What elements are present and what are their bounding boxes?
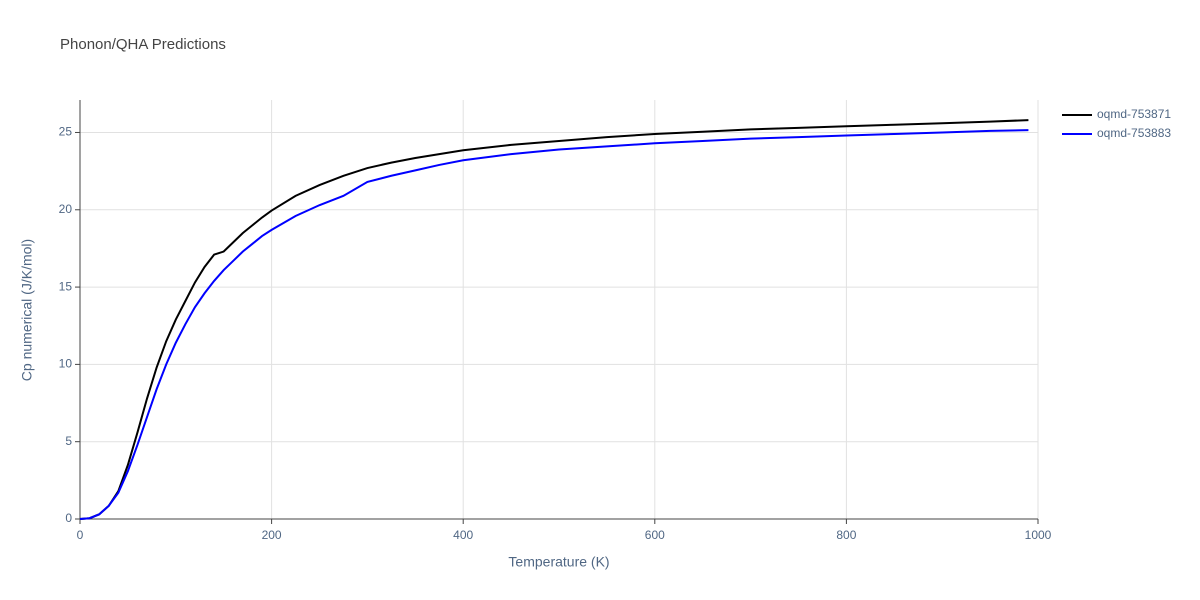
- y-tick-label: 10: [59, 357, 73, 371]
- y-tick-label: 15: [59, 279, 73, 293]
- x-tick-label: 200: [262, 528, 282, 542]
- chart-title: Phonon/QHA Predictions: [60, 36, 226, 53]
- y-axis-title: Cp numerical (J/K/mol): [19, 239, 35, 381]
- legend-label: oqmd-753871: [1097, 107, 1171, 121]
- x-tick-label: 800: [836, 528, 856, 542]
- legend-label: oqmd-753883: [1097, 126, 1171, 140]
- x-tick-label: 0: [77, 528, 84, 542]
- series-line: [79, 129, 1029, 520]
- y-tick-label: 5: [65, 434, 72, 448]
- x-tick-label: 1000: [1025, 528, 1052, 542]
- series-line: [79, 119, 1029, 520]
- x-axis-title: Temperature (K): [508, 554, 609, 570]
- x-tick-label: 600: [645, 528, 665, 542]
- y-tick-label: 20: [59, 202, 73, 216]
- y-tick-label: 0: [65, 511, 72, 525]
- x-tick-label: 400: [453, 528, 473, 542]
- y-tick-label: 25: [59, 125, 73, 139]
- grid: 0 5 10 15 20 25 0 200 400 600 800 1000: [59, 100, 1052, 542]
- legend: oqmd-753871 oqmd-753883: [1062, 107, 1171, 140]
- plot-area: [79, 119, 1029, 520]
